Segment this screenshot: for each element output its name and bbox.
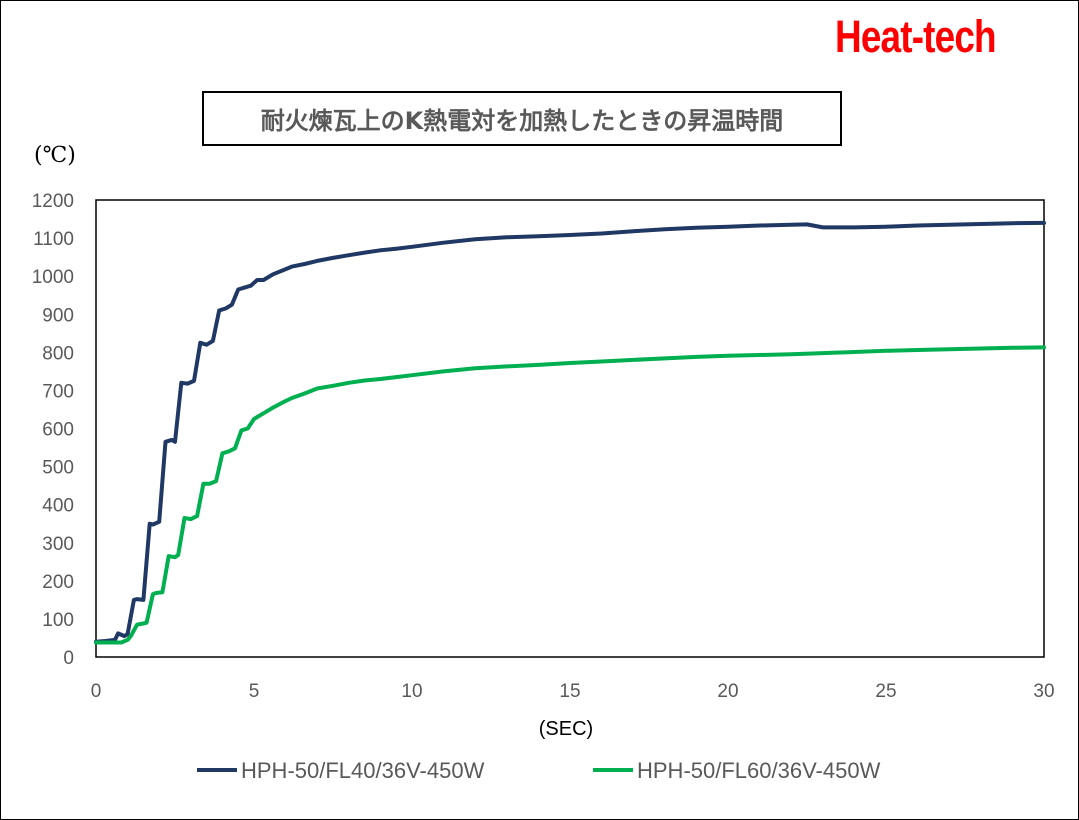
- legend: HPH-50/FL40/36V-450W HPH-50/FL60/36V-450W: [197, 758, 881, 783]
- y-tick-label: 100: [42, 610, 74, 631]
- chart-title: 耐火煉瓦上のK熱電対を加熱したときの昇温時間: [260, 107, 784, 135]
- y-tick-label: 600: [42, 420, 74, 441]
- y-tick-labels: 0 100 200 300 400 500 600 700 800 900 1000 1100 1200: [32, 191, 74, 669]
- x-tick-label: 15: [559, 681, 580, 702]
- x-tick-label: 10: [401, 681, 422, 702]
- x-axis-label: (SEC): [539, 718, 593, 740]
- series-lines: [94, 220, 1046, 645]
- y-tick-label: 500: [42, 458, 74, 479]
- y-tick-label: 700: [42, 381, 74, 402]
- x-tick-label: 25: [875, 681, 896, 702]
- y-tick-label: 200: [42, 572, 74, 593]
- brand-logo: Heat-tech: [835, 11, 997, 62]
- legend-label-1: HPH-50/FL40/36V-450W: [241, 758, 485, 783]
- y-axis-unit-label: (℃): [34, 143, 76, 168]
- y-tick-label: 800: [42, 343, 74, 364]
- chart-title-box: 耐火煉瓦上のK熱電対を加熱したときの昇温時間: [202, 91, 842, 146]
- x-tick-label: 30: [1033, 681, 1054, 702]
- y-tick-label: 1200: [32, 191, 74, 212]
- series-line-1: [94, 220, 1046, 644]
- y-tick-label: 900: [42, 305, 74, 326]
- x-tick-labels: 0 5 10 15 20 25 30: [91, 681, 1055, 702]
- x-tick-label: 5: [249, 681, 260, 702]
- y-tick-label: 1000: [32, 267, 74, 288]
- plot-area: [95, 199, 1045, 658]
- y-tick-label: 0: [63, 648, 74, 669]
- x-tick-label: 0: [91, 681, 102, 702]
- y-tick-label: 300: [42, 534, 74, 555]
- y-tick-label: 1100: [33, 229, 74, 250]
- x-tick-label: 20: [717, 681, 738, 702]
- y-tick-label: 400: [42, 496, 74, 517]
- legend-label-2: HPH-50/FL60/36V-450W: [637, 758, 881, 783]
- series-line-2: [94, 345, 1046, 645]
